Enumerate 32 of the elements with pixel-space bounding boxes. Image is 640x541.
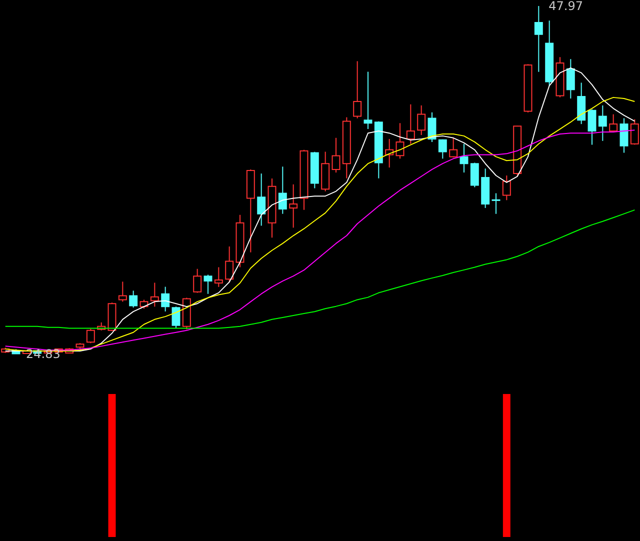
candlestick <box>598 104 607 142</box>
candlestick <box>353 60 362 119</box>
candlestick <box>161 286 170 312</box>
candlestick <box>406 104 415 144</box>
candlestick <box>278 166 287 214</box>
candlestick <box>460 143 468 173</box>
candlestick <box>204 274 212 294</box>
annotation: 47.97 <box>548 0 584 13</box>
candlestick <box>86 328 95 344</box>
candlestick <box>577 82 586 125</box>
candlestick <box>438 138 447 160</box>
candlestick <box>620 118 628 154</box>
candlestick <box>225 246 234 282</box>
candlestick <box>449 137 458 158</box>
candlestick <box>417 104 426 136</box>
candlestick <box>470 162 479 188</box>
candlestick <box>332 137 340 173</box>
candlestick <box>609 114 618 132</box>
candlestick <box>172 306 180 329</box>
candlestick <box>193 268 202 294</box>
candlestick <box>502 174 511 201</box>
candlestick <box>289 184 298 228</box>
candlestick <box>534 6 543 72</box>
candlestick <box>364 71 372 130</box>
candlestick <box>118 281 127 302</box>
candlestick <box>257 173 266 226</box>
candlestick <box>566 58 575 99</box>
candlestick <box>150 282 159 308</box>
candlestick <box>588 108 596 146</box>
candlestick <box>129 290 138 308</box>
candlestick <box>492 192 500 214</box>
candlestick <box>214 266 223 288</box>
